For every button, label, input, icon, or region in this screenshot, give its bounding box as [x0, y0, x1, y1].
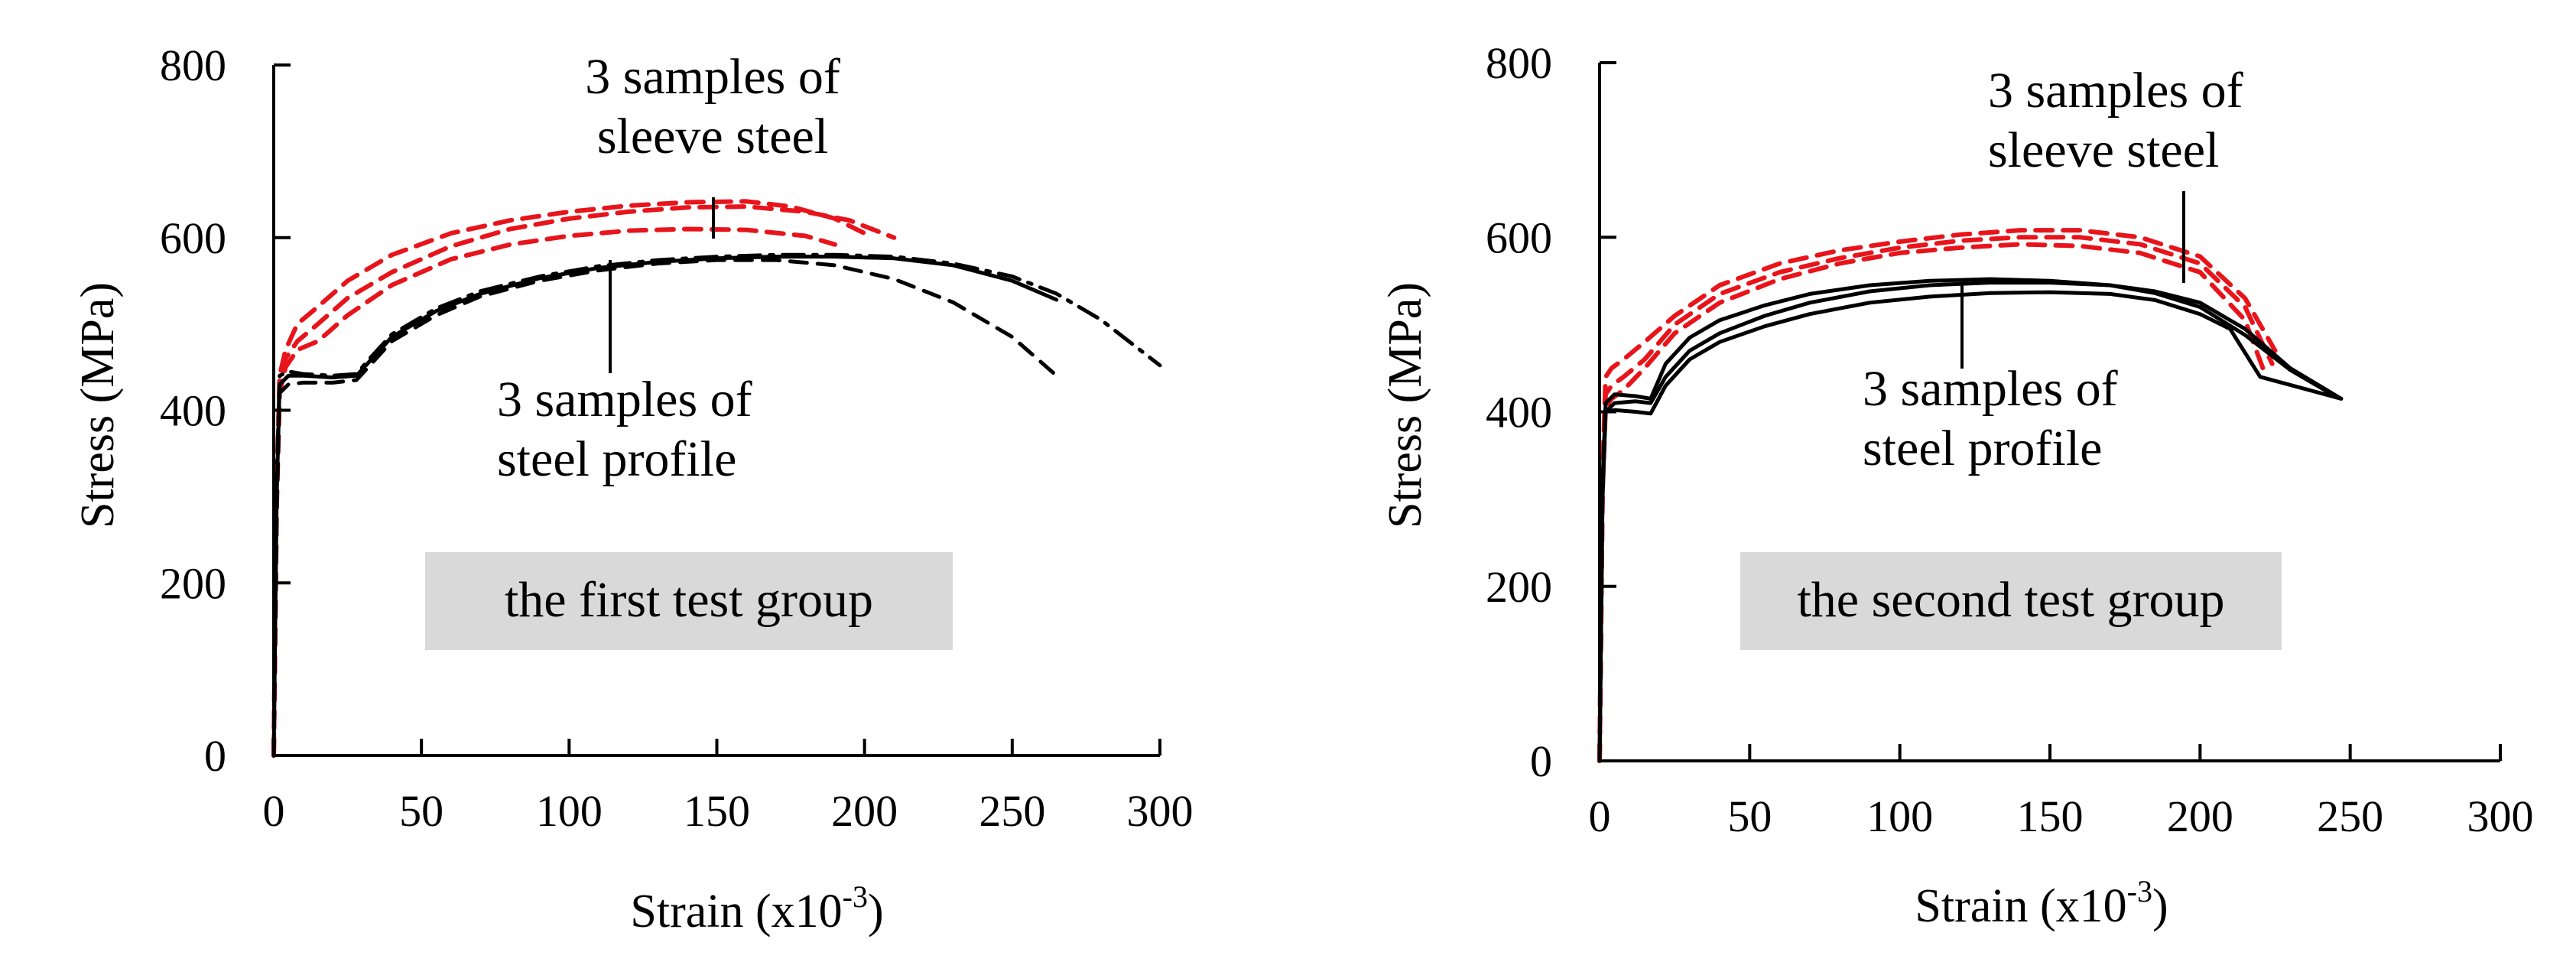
annotation-profile-line-1: 3 samples of [497, 372, 752, 427]
annotation-sleeve-line-1: 3 samples of [1988, 63, 2243, 119]
annotation-profile-line-2: steel profile [1863, 421, 2102, 476]
x-tick-label: 300 [1127, 786, 1194, 836]
annotation-sleeve-line-2: sleeve steel [597, 109, 828, 164]
x-axis-label-base: Strain (x10 [1915, 880, 2126, 932]
x-axis-label-close: ) [2152, 880, 2168, 932]
y-tick-label: 200 [1486, 562, 1552, 612]
x-tick-label: 300 [2467, 791, 2534, 841]
x-tick-label: 250 [979, 786, 1045, 836]
group-label-box [425, 552, 953, 650]
x-tick-label: 100 [536, 786, 603, 836]
series-line-steel-profile-2 [1597, 277, 2337, 763]
y-axis-label: Stress (MPa) [72, 282, 124, 528]
y-tick-label: 200 [160, 558, 226, 608]
y-tick-label: 800 [1486, 38, 1552, 88]
group-label: the second test group [1797, 572, 2224, 628]
annotation-steel-profile: 3 samples of steel profile [1863, 284, 2118, 476]
y-tick-label: 0 [1530, 736, 1552, 786]
series-line-sleeve-steel-2 [1597, 235, 2275, 763]
annotation-profile-line-2: steel profile [497, 431, 736, 487]
x-axis-label-exponent: -3 [843, 879, 868, 914]
series-line-sleeve-steel-3 [271, 226, 837, 758]
series-line-steel-profile-1 [1597, 281, 2344, 763]
series-line-steel-profile-3 [271, 252, 1162, 758]
chart-second-test-group: the second test group Stress (MPa) Strai… [1379, 38, 2534, 932]
x-tick-label: 0 [263, 786, 285, 836]
y-tick-label: 0 [204, 731, 226, 781]
series-line-sleeve-steel-2 [271, 199, 867, 758]
annotation-sleeve-line-1: 3 samples of [585, 49, 840, 105]
chart-first-test-group: the first test group Stress (MPa) Strain… [72, 41, 1194, 938]
x-tick-label: 150 [2017, 791, 2084, 841]
annotation-sleeve-line-2: sleeve steel [1988, 122, 2219, 178]
series-line-steel-profile-3 [1597, 290, 2344, 763]
x-tick-label: 200 [2167, 791, 2233, 841]
annotation-sleeve-steel: 3 samples of sleeve steel [585, 49, 840, 239]
x-axis-label-base: Strain (x10 [630, 886, 842, 938]
series-line-sleeve-steel-1 [1597, 228, 2278, 763]
series-line-sleeve-steel-3 [1597, 242, 2269, 763]
group-label: the first test group [505, 572, 873, 628]
x-tick-label: 250 [2317, 791, 2383, 841]
x-tick-label: 150 [684, 786, 750, 836]
x-tick-label: 50 [399, 786, 443, 836]
y-axis-label: Stress (MPa) [1379, 282, 1431, 528]
x-axis-label: Strain (x10-3) [1915, 874, 2168, 932]
annotation-sleeve-steel: 3 samples of sleeve steel [1988, 63, 2243, 283]
y-tick-label: 800 [160, 41, 226, 90]
series-line-steel-profile-1 [271, 255, 1059, 758]
y-tick-label: 600 [1486, 213, 1552, 262]
x-tick-label: 0 [1589, 791, 1611, 841]
y-tick-label: 600 [160, 213, 226, 263]
y-tick-label: 400 [160, 386, 226, 436]
x-tick-label: 200 [831, 786, 898, 836]
annotation-steel-profile: 3 samples of steel profile [497, 260, 752, 487]
y-tick-label: 400 [1486, 388, 1552, 437]
x-tick-label: 50 [1727, 791, 1772, 841]
annotation-profile-line-1: 3 samples of [1863, 361, 2118, 417]
x-tick-label: 100 [1866, 791, 1933, 841]
series-line-steel-profile-2 [271, 258, 1059, 758]
x-axis-label: Strain (x10-3) [630, 879, 883, 938]
x-axis-label-exponent: -3 [2127, 874, 2152, 908]
x-axis-label-close: ) [868, 886, 884, 938]
group-label-box [1740, 552, 2282, 650]
